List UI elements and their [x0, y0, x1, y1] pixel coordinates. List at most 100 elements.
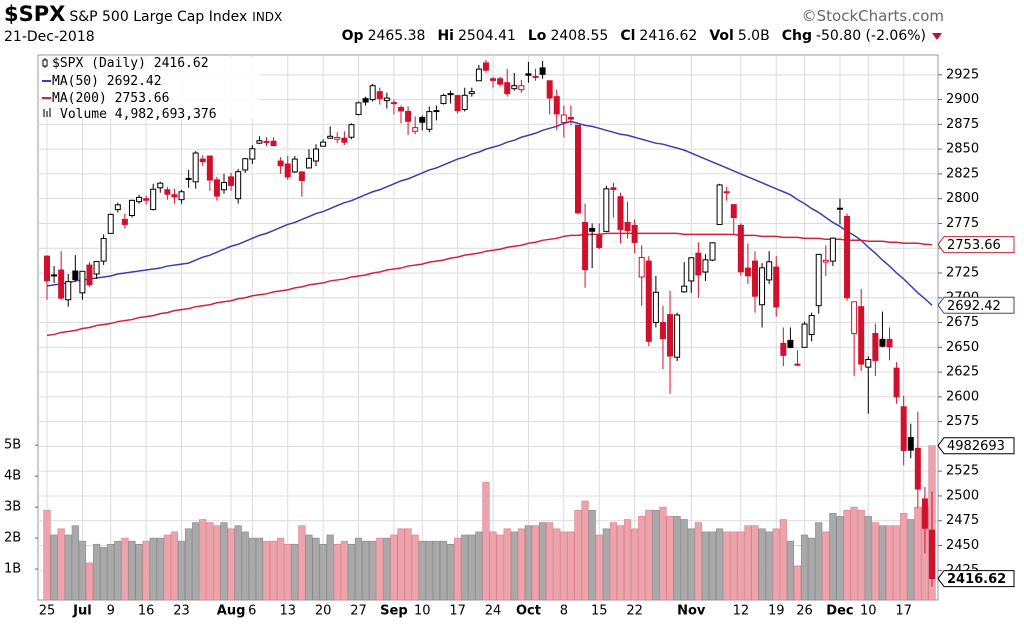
legend-value: 4,982,693,376 [115, 107, 217, 122]
volume-bar [737, 531, 745, 601]
volume-bar [588, 509, 596, 601]
legend-icon [49, 108, 51, 117]
volume-bar [319, 543, 327, 601]
volume-bar [638, 516, 646, 601]
volume-bar [248, 537, 256, 601]
candle-body [815, 253, 822, 307]
stat: Chg -50.80 (-2.06%) [782, 28, 926, 44]
volume-bar [333, 543, 341, 601]
candle-body [645, 260, 652, 342]
header: $SPX S&P 500 Large Cap Index INDX ©StockCh… [4, 2, 944, 28]
candle-body [398, 107, 404, 112]
candle-body [851, 301, 858, 334]
y-tick-label: 2600 [946, 389, 979, 404]
candle-body [659, 322, 666, 340]
candle-body [128, 199, 135, 217]
candle-body [454, 95, 461, 112]
stat-label: Vol [709, 28, 734, 44]
candle-body [497, 78, 504, 85]
volume-bar [57, 528, 65, 601]
volume-bar [43, 509, 51, 601]
volume-bar [744, 525, 752, 601]
volume-bar [708, 531, 717, 601]
candle-body [886, 338, 893, 348]
candle-body [213, 179, 220, 197]
candle-body [723, 191, 730, 194]
volume-bar [305, 534, 313, 601]
candle-body [914, 447, 921, 490]
x-tick-label: 10 [860, 604, 877, 619]
stat-value: -50.80 (-2.06%) [815, 28, 926, 44]
stat-label: Hi [437, 28, 454, 44]
candle-body [199, 158, 206, 163]
volume-bar [85, 562, 94, 601]
candle-body [468, 91, 475, 95]
candle-body [589, 227, 596, 232]
stat: Hi 2504.41 [437, 28, 515, 44]
x-tick-label: 10 [414, 604, 431, 619]
candle-body [822, 259, 829, 263]
candle-body [461, 94, 468, 110]
stat-label: Op [341, 28, 364, 44]
candle-body [709, 242, 716, 261]
brand: ©StockCharts.com [801, 7, 944, 25]
volume-bar [786, 540, 794, 601]
candle-body [787, 339, 794, 348]
tag-box [937, 437, 1015, 455]
candle-body [291, 158, 298, 173]
volume-bar [687, 528, 695, 601]
volume-bar [581, 500, 589, 601]
x-tick-label: Jul [72, 604, 92, 619]
volume-bar [199, 519, 207, 601]
volume-bar [892, 525, 901, 601]
volume-bar [758, 528, 766, 601]
volume-bar [602, 528, 610, 601]
y-tick-label: 2925 [946, 67, 979, 82]
stat: Op 2465.38 [342, 28, 426, 44]
x-tick-label: 17 [449, 604, 466, 619]
y-tick-label: 2525 [946, 464, 979, 479]
stat-value: 2408.55 [550, 28, 609, 44]
candle-body [603, 188, 610, 232]
stat-label: Chg [781, 28, 812, 44]
x-tick-label: Sep [380, 604, 408, 619]
candle-body [752, 260, 758, 297]
volume-bar [715, 528, 724, 601]
candle-body [383, 97, 390, 102]
candle-body [72, 270, 79, 281]
candle-body [929, 529, 935, 580]
legend-name: Volume [60, 107, 107, 122]
candle-body [582, 221, 589, 271]
y-tick-label: 2875 [946, 117, 979, 132]
volume-bar [900, 512, 908, 601]
volume-bar [609, 522, 617, 601]
x-tick-label: Aug [217, 604, 246, 619]
tag-label: 2416.62 [947, 572, 1006, 587]
candle-body [93, 260, 100, 275]
legend-icon [43, 109, 45, 117]
legend-icon [42, 59, 48, 67]
volume-bar [510, 531, 518, 601]
volume-bar [645, 509, 653, 601]
y2-tick-label: 1B [4, 562, 21, 577]
volume-bar [871, 522, 879, 601]
candle-body [185, 177, 192, 180]
candle-body [596, 234, 603, 248]
volume-bar [829, 512, 837, 601]
volume-bar [836, 516, 844, 601]
tag-box [937, 570, 1015, 588]
volume-bar [793, 565, 802, 601]
candle-body [334, 136, 341, 140]
volume-bar [213, 525, 221, 601]
candle-body [44, 255, 50, 282]
y-tick-label: 2450 [946, 538, 979, 553]
volume-bar [666, 516, 674, 601]
candle-body [65, 281, 72, 301]
y2-tick-label: 4B [4, 469, 21, 484]
volume-bar [121, 537, 129, 601]
candle-body [355, 102, 362, 115]
volume-bar [298, 525, 306, 601]
x-tick-label: Dec [826, 604, 853, 619]
candle-body [178, 191, 185, 201]
candle-body [872, 332, 879, 361]
